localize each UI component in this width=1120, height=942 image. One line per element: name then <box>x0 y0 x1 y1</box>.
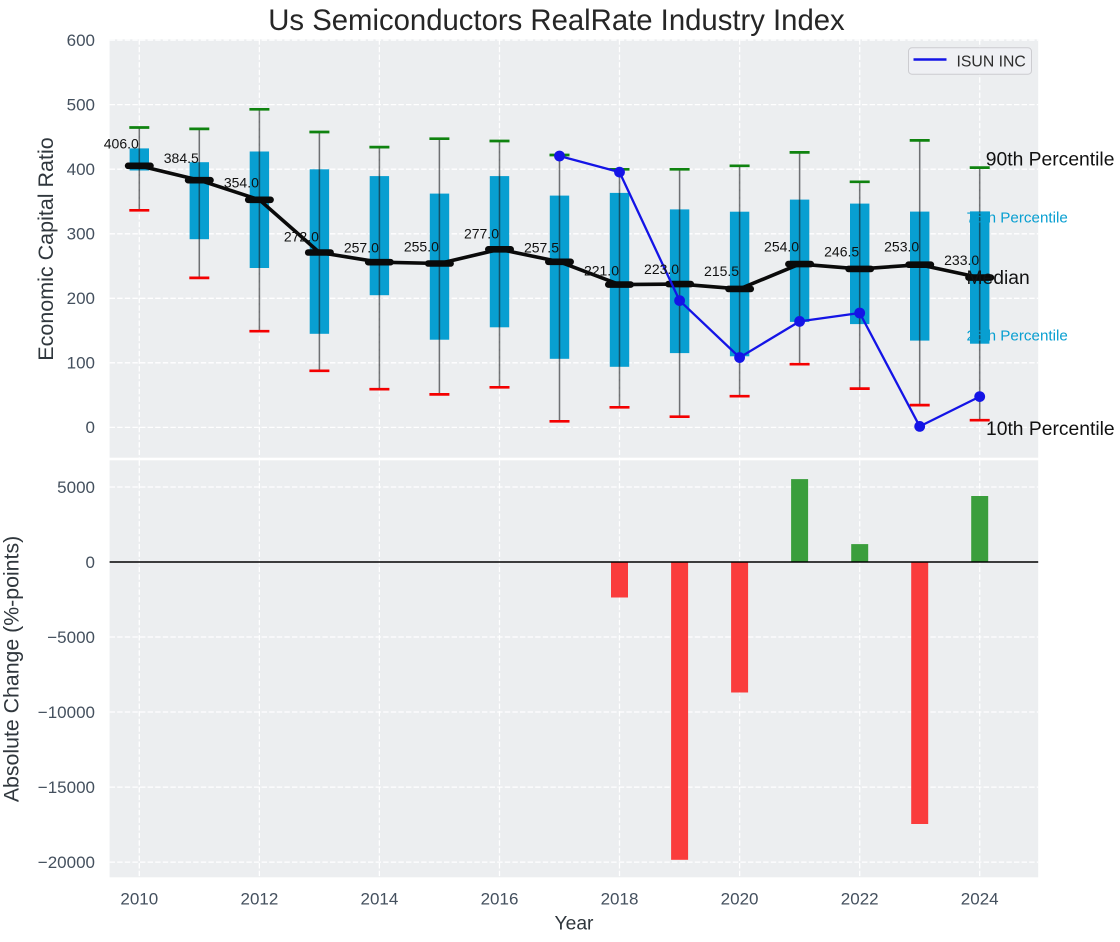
svg-text:255.0: 255.0 <box>404 239 439 255</box>
svg-text:0: 0 <box>86 418 95 437</box>
svg-text:253.0: 253.0 <box>884 239 919 255</box>
svg-text:−10000: −10000 <box>38 703 95 722</box>
svg-text:600: 600 <box>67 31 95 50</box>
svg-text:25th Percentile: 25th Percentile <box>967 328 1068 345</box>
svg-text:2016: 2016 <box>481 890 519 909</box>
svg-text:233.0: 233.0 <box>944 252 979 268</box>
svg-text:2018: 2018 <box>601 890 639 909</box>
svg-text:90th Percentile: 90th Percentile <box>986 149 1115 170</box>
svg-text:354.0: 354.0 <box>224 174 259 190</box>
svg-text:2024: 2024 <box>961 890 999 909</box>
svg-text:2010: 2010 <box>120 890 158 909</box>
svg-text:257.0: 257.0 <box>344 240 379 256</box>
svg-text:5000: 5000 <box>57 478 95 497</box>
svg-text:2014: 2014 <box>360 890 398 909</box>
svg-text:500: 500 <box>67 95 95 114</box>
svg-text:Economic Capital Ratio: Economic Capital Ratio <box>34 137 58 361</box>
svg-text:406.0: 406.0 <box>104 136 139 152</box>
svg-text:272.0: 272.0 <box>284 228 319 244</box>
svg-text:ISUN INC: ISUN INC <box>957 54 1026 71</box>
svg-text:−5000: −5000 <box>47 628 95 647</box>
svg-text:221.0: 221.0 <box>584 262 619 278</box>
svg-text:200: 200 <box>67 289 95 308</box>
svg-text:Us Semiconductors RealRate Ind: Us Semiconductors RealRate Industry Inde… <box>268 4 845 37</box>
svg-text:100: 100 <box>67 354 95 373</box>
svg-text:−20000: −20000 <box>38 853 95 872</box>
svg-text:215.5: 215.5 <box>704 263 739 279</box>
svg-text:257.5: 257.5 <box>524 240 559 256</box>
svg-text:246.5: 246.5 <box>824 244 859 260</box>
svg-text:Median: Median <box>967 268 1030 289</box>
svg-text:400: 400 <box>67 160 95 179</box>
svg-text:2012: 2012 <box>240 890 278 909</box>
svg-text:223.0: 223.0 <box>644 261 679 277</box>
svg-text:75th Percentile: 75th Percentile <box>967 209 1068 226</box>
svg-text:0: 0 <box>86 553 95 572</box>
svg-text:2022: 2022 <box>841 890 879 909</box>
svg-text:−15000: −15000 <box>38 778 95 797</box>
svg-text:384.5: 384.5 <box>164 150 199 166</box>
svg-text:10th Percentile: 10th Percentile <box>986 419 1115 440</box>
svg-text:277.0: 277.0 <box>464 225 499 241</box>
svg-text:254.0: 254.0 <box>764 239 799 255</box>
svg-text:Year: Year <box>555 913 595 934</box>
svg-text:Absolute Change (%-points): Absolute Change (%-points) <box>0 536 24 802</box>
svg-text:2020: 2020 <box>721 890 759 909</box>
svg-text:300: 300 <box>67 225 95 244</box>
